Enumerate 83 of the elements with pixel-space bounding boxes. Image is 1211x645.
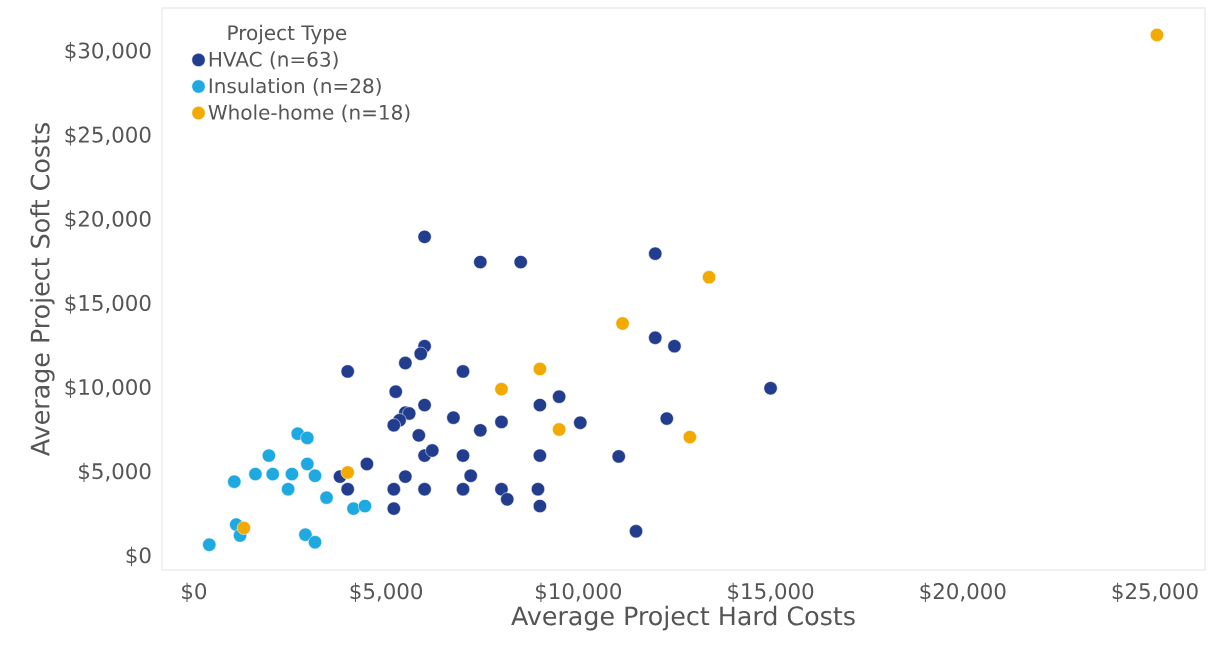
legend-title: Project Type	[228, 24, 347, 45]
point	[261, 448, 276, 463]
point	[648, 246, 663, 261]
point	[513, 255, 528, 269]
point	[346, 501, 361, 516]
point	[494, 382, 509, 397]
point	[494, 414, 509, 429]
point	[648, 330, 663, 345]
point	[500, 492, 515, 507]
point	[446, 410, 461, 425]
point	[265, 467, 280, 482]
y-tick-label: $20,000	[65, 210, 151, 230]
point	[629, 524, 643, 539]
point	[532, 448, 547, 463]
y-tick-label: $15,000	[65, 294, 151, 314]
point	[473, 255, 488, 269]
point	[682, 430, 697, 444]
y-tick-label: $5,000	[79, 462, 151, 483]
point	[463, 468, 478, 483]
point	[763, 381, 778, 396]
y-axis-title: Average Project Soft Costs	[30, 123, 55, 456]
point	[456, 364, 470, 379]
point	[340, 364, 355, 379]
point	[413, 346, 428, 361]
point	[298, 527, 313, 542]
point	[667, 339, 682, 354]
point	[473, 423, 488, 438]
point	[236, 520, 251, 535]
point	[417, 482, 432, 497]
point	[300, 457, 315, 471]
point	[308, 535, 322, 550]
x-tick-label: $0	[182, 582, 207, 603]
point	[494, 482, 509, 497]
y-tick-label: $10,000	[65, 378, 151, 398]
point	[308, 468, 322, 483]
point	[402, 406, 417, 421]
y-tick-label: $25,000	[65, 126, 151, 146]
point	[358, 499, 372, 513]
point	[202, 537, 217, 552]
x-tick-label: $10,000	[536, 582, 622, 603]
point	[386, 482, 401, 497]
x-tick-label: $15,000	[728, 582, 814, 603]
point	[456, 482, 470, 497]
point	[386, 501, 401, 516]
point	[285, 467, 299, 482]
point	[532, 361, 547, 376]
legend-label: HVAC (n=63)	[209, 51, 338, 70]
point	[531, 482, 545, 497]
point	[319, 490, 334, 505]
legend-label: Insulation (n=28)	[209, 77, 381, 96]
point	[386, 418, 401, 433]
x-axis-title: Average Project Hard Costs	[511, 605, 855, 631]
point	[659, 411, 674, 426]
point	[611, 449, 626, 464]
point	[340, 482, 355, 497]
point	[417, 398, 432, 413]
point	[425, 443, 440, 458]
point	[532, 499, 547, 513]
point	[227, 474, 242, 489]
point	[398, 356, 413, 370]
x-tick-label: $25,000	[1112, 582, 1198, 603]
y-tick-label: $30,000	[65, 42, 151, 62]
point	[248, 467, 263, 482]
point	[359, 457, 374, 471]
point	[398, 469, 413, 484]
point	[573, 415, 588, 430]
point	[1150, 27, 1164, 42]
point	[411, 428, 426, 443]
legend-label: Whole-home (n=18)	[208, 104, 410, 123]
point	[388, 384, 403, 399]
point	[417, 229, 432, 244]
point	[615, 316, 630, 331]
x-tick-label: $20,000	[920, 582, 1006, 603]
x-tick-label: $5,000	[350, 582, 423, 603]
point	[456, 448, 470, 463]
point	[281, 482, 296, 497]
point	[300, 430, 315, 445]
y-tick-label: $0	[126, 546, 151, 567]
point	[532, 398, 547, 413]
point	[552, 422, 567, 437]
point	[340, 465, 355, 480]
point	[552, 389, 567, 404]
point	[702, 270, 716, 285]
